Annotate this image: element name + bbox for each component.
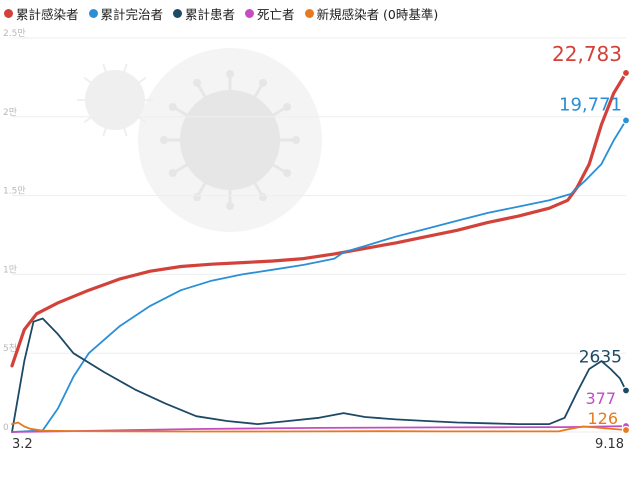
series-line — [11, 119, 627, 433]
series-endpoint[interactable] — [621, 425, 631, 435]
legend-swatch — [4, 8, 13, 18]
legend-swatch — [245, 8, 255, 18]
legend-item[interactable]: 累計感染者 — [4, 4, 79, 23]
series-lines — [10, 71, 628, 433]
series-end-label: 19,771 — [559, 94, 622, 115]
y-tick-label: 2.5만 — [3, 28, 26, 39]
legend-label: 累計患者 — [185, 6, 236, 22]
legend-item[interactable]: 累計患者 — [173, 4, 235, 23]
legend-item[interactable]: 新規感染者 (0時基準) — [304, 4, 439, 23]
series-end-label: 377 — [585, 389, 616, 408]
y-tick-label: 1.5만 — [3, 186, 26, 197]
series-end-label: 22,783 — [552, 42, 622, 66]
legend-label: 死亡者 — [257, 6, 295, 22]
legend-label: 累計完治者 — [100, 6, 164, 22]
virus-watermark-icon — [77, 48, 322, 232]
legend-label: 新規感染者 (0時基準) — [316, 6, 439, 22]
y-tick-label: 2만 — [3, 107, 17, 118]
legend-swatch — [304, 8, 314, 18]
series-end-label: 2635 — [579, 347, 622, 367]
legend-swatch — [173, 8, 183, 18]
legend-item[interactable]: 死亡者 — [245, 4, 295, 23]
x-tick-label: 3.2 — [12, 437, 33, 452]
series-endpoints — [621, 68, 631, 435]
x-axis-ticks: 3.2 9.18 — [12, 437, 624, 452]
x-tick-label: 9.18 — [595, 437, 624, 452]
series-endpoint[interactable] — [621, 68, 631, 78]
series-line — [11, 425, 627, 433]
y-tick-label: 1만 — [3, 264, 17, 275]
series-endpoint[interactable] — [621, 116, 631, 125]
chart-legend: 累計感染者 累計完治者 累計患者 死亡者 新規感染者 (0時基準) — [0, 0, 640, 26]
legend-label: 累計感染者 — [16, 6, 79, 22]
y-tick-label: 0 — [3, 423, 9, 433]
legend-item[interactable]: 累計完治者 — [88, 4, 164, 23]
series-endpoint[interactable] — [621, 386, 631, 395]
legend-swatch — [88, 8, 98, 18]
y-tick-label: 5천 — [3, 343, 17, 354]
series-end-label: 126 — [587, 409, 618, 428]
y-axis-ticks: 0 5천 1만 1.5만 2만 2.5만 — [3, 28, 26, 433]
series-line — [11, 421, 627, 433]
series-line — [11, 317, 627, 433]
